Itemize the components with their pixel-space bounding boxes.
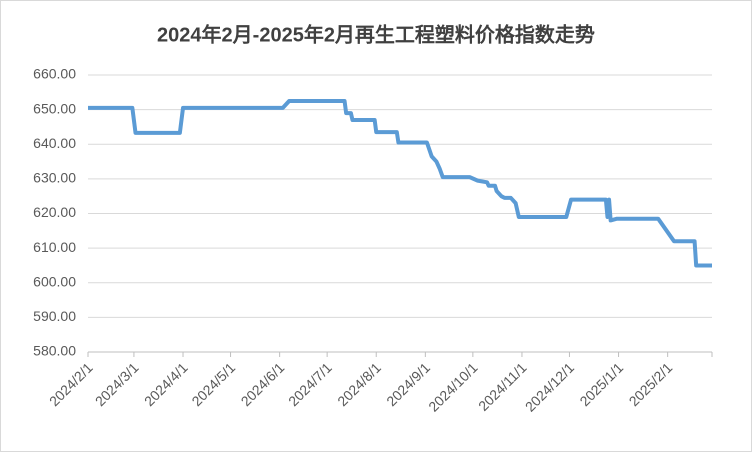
y-tick-label: 600.00 xyxy=(33,273,76,289)
y-tick-label: 630.00 xyxy=(33,170,76,186)
y-tick-label: 660.00 xyxy=(33,66,76,82)
y-tick-label: 620.00 xyxy=(33,204,76,220)
y-tick-label: 640.00 xyxy=(33,135,76,151)
y-tick-label: 580.00 xyxy=(33,343,76,359)
y-tick-label: 590.00 xyxy=(33,308,76,324)
chart-title: 2024年2月-2025年2月再生工程塑料价格指数走势 xyxy=(157,22,595,46)
line-series xyxy=(88,98,712,268)
y-tick-label: 610.00 xyxy=(33,239,76,255)
y-tick-label: 650.00 xyxy=(33,100,76,116)
